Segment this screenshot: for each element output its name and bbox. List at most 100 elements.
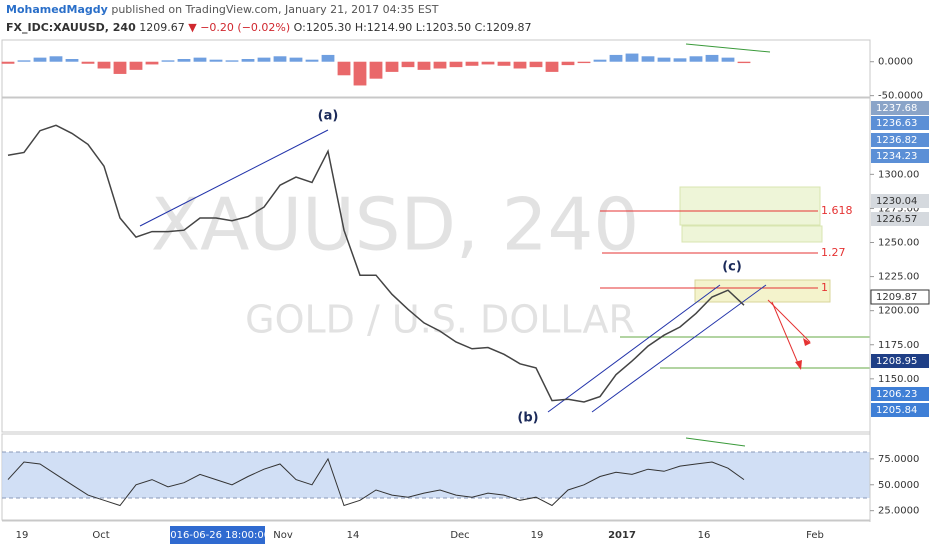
- price-badge-label: 1234.23: [876, 151, 917, 162]
- macd-bar: [673, 58, 687, 62]
- wave-label: (b): [517, 411, 538, 426]
- price-badge: [871, 149, 929, 163]
- y-tick-label: 1275.00: [878, 203, 919, 214]
- macd-bar: [417, 61, 431, 70]
- macd-bar: [433, 61, 447, 69]
- price-badge-label: 1206.23: [876, 389, 917, 400]
- macd-bar: [689, 56, 703, 62]
- x-tick-label: Nov: [273, 530, 293, 541]
- macd-bar: [577, 61, 591, 64]
- macd-bar: [737, 61, 751, 64]
- macd-bar: [129, 61, 143, 70]
- y-tick-label: 1225.00: [878, 272, 919, 283]
- y-tick-label: 1175.00: [878, 340, 919, 351]
- fib-zone: [679, 186, 821, 226]
- y-tick-label: 1300.00: [878, 169, 919, 180]
- price-badge-label: 1226.57: [876, 214, 917, 225]
- macd-bar: [161, 60, 175, 62]
- macd-bar: [257, 57, 271, 62]
- macd-bar: [273, 56, 287, 62]
- macd-bar: [17, 60, 31, 62]
- x-tick-label: 16: [698, 530, 711, 541]
- price-line: [7, 124, 745, 403]
- macd-bar: [385, 61, 399, 72]
- last: 1209.67: [139, 21, 185, 34]
- arrow-head: [795, 338, 811, 370]
- watermark: XAUUSD, 240: [151, 183, 639, 267]
- fib-label: 1.618: [821, 204, 853, 217]
- y-tick-label: 1200.00: [878, 306, 919, 317]
- price-badge-label: 1205.84: [876, 405, 917, 416]
- x-tick-label: 19: [16, 530, 29, 541]
- rsi-line: [7, 457, 745, 507]
- macd-bar: [481, 61, 495, 65]
- x-tick-label: 19: [531, 530, 544, 541]
- macd-bar: [625, 53, 639, 62]
- macd-bar: [353, 61, 367, 86]
- macd-bar: [33, 57, 47, 62]
- price-badge-label: 1237.68: [876, 103, 917, 114]
- macd-bar: [1, 61, 15, 64]
- close: C:1209.87: [475, 21, 532, 34]
- symbol: FX_IDC:XAUUSD, 240: [6, 21, 136, 34]
- price-badge: [871, 116, 929, 130]
- price-badge-label: 1236.63: [876, 118, 917, 129]
- channel-line: [591, 284, 767, 413]
- x-tick-label: Feb: [806, 530, 824, 541]
- price-badge: [871, 354, 929, 368]
- price-badge: [871, 133, 929, 147]
- macd-bar: [497, 61, 511, 66]
- divergence-line: [685, 43, 771, 53]
- price-panel: [1, 97, 871, 433]
- price-badge-label: 1236.82: [876, 135, 917, 146]
- fib-zone: [681, 225, 823, 243]
- divergence-line: [685, 437, 746, 447]
- macd-bar: [305, 59, 319, 62]
- macd-bar: [97, 61, 111, 69]
- macd-bar: [225, 60, 239, 62]
- macd-bar: [369, 61, 383, 79]
- macd-bar: [81, 61, 95, 64]
- channel-line: [547, 284, 721, 413]
- published: published on TradingView.com, January 21…: [111, 3, 438, 16]
- high: H:1214.90: [355, 21, 412, 34]
- macd-bar: [705, 54, 719, 62]
- macd-bar: [545, 61, 559, 72]
- y-tick-label: 1150.00: [878, 374, 919, 385]
- fib-label: 1: [821, 281, 828, 294]
- macd-bar: [65, 59, 79, 62]
- fib-zone: [694, 279, 831, 303]
- price-badge: [870, 289, 930, 305]
- y-tick-label: -50.0000: [878, 91, 923, 102]
- price-badge: [871, 212, 929, 226]
- author[interactable]: MohamedMagdy: [6, 3, 108, 16]
- macd-bar: [177, 59, 191, 62]
- macd-bar: [49, 56, 63, 62]
- change: −0.20 (−0.02%): [200, 21, 290, 34]
- arrow: [767, 299, 811, 343]
- wave-label: (a): [318, 109, 339, 124]
- x-tick-label: Dec: [450, 530, 469, 541]
- macd-bar: [561, 61, 575, 66]
- macd-bar: [721, 57, 735, 62]
- fib-label: 1.27: [821, 246, 846, 259]
- macd-bar: [593, 59, 607, 62]
- macd-bar: [401, 61, 415, 68]
- y-tick-label: 75.0000: [878, 454, 919, 465]
- y-tick-label: 50.0000: [878, 480, 919, 491]
- macd-bar: [465, 61, 479, 66]
- watermark-sub: GOLD / U.S. DOLLAR: [245, 298, 635, 342]
- low: L:1203.50: [416, 21, 471, 34]
- crosshair-date-box: [170, 526, 265, 544]
- y-tick-label: 1250.00: [878, 238, 919, 249]
- price-badge-label: 1209.87: [876, 292, 917, 303]
- macd-bar: [513, 61, 527, 69]
- price-badge: [871, 403, 929, 417]
- price-badge: [871, 387, 929, 401]
- macd-bar: [337, 61, 351, 76]
- macd-bar: [289, 57, 303, 62]
- macd-bar: [145, 61, 159, 65]
- macd-bar: [113, 61, 127, 74]
